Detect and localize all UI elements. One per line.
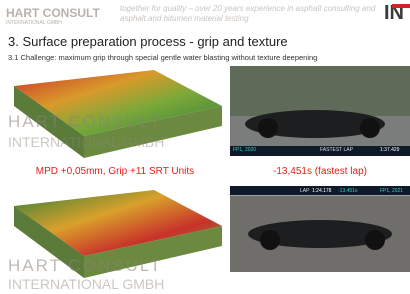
overlay-text: 1:37.429	[380, 147, 399, 153]
photo-top	[230, 66, 410, 156]
tagline: together for quality – over 20 years exp…	[120, 4, 380, 24]
company-sub: INTERNATIONAL GMBH	[6, 20, 62, 26]
watermark: INTERNATIONAL GMBH	[8, 276, 164, 292]
company-name: HART CONSULT	[6, 6, 100, 20]
watermark: HART CONSULT	[8, 256, 162, 276]
subtitle: 3.1 Challenge: maximum grip through spec…	[8, 53, 317, 62]
overlay-text: FP1, 2020	[233, 147, 256, 153]
overlay-text: 1:24.178	[312, 188, 331, 194]
overlay-text: -13.451s	[338, 188, 357, 194]
slide: HART CONSULT INTERNATIONAL GMBH together…	[0, 0, 410, 294]
overlay-text: LAP	[300, 188, 309, 194]
result-left: MPD +0,05mm, Grip +11 SRT Units	[0, 166, 230, 177]
overlay-text: FP1, 2021	[380, 188, 403, 194]
watermark: HART CONSULT	[8, 112, 162, 132]
result-right: -13,451s (fastest lap)	[230, 166, 410, 177]
photo-bottom	[230, 186, 410, 272]
slide-title: 3. Surface preparation process - grip an…	[8, 34, 288, 49]
logo-accent	[392, 4, 410, 8]
watermark: INTERNATIONAL GMBH	[8, 134, 164, 150]
overlay-text: FASTEST LAP	[320, 147, 353, 153]
